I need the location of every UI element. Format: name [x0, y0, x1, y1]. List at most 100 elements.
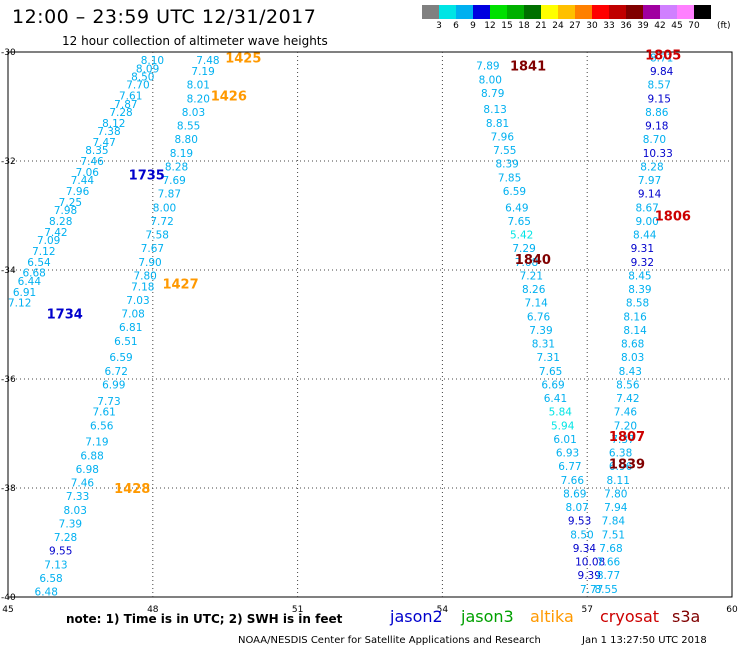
- wave-height-point: 8.55: [594, 584, 617, 596]
- wave-height-point: 8.44: [633, 230, 657, 242]
- wave-height-point: 6.98: [76, 464, 99, 476]
- wave-height-point: 8.81: [486, 118, 509, 130]
- wave-height-point: 7.87: [158, 189, 181, 201]
- wave-height-point: 8.55: [177, 121, 200, 133]
- wave-height-point: 7.70: [126, 80, 149, 92]
- wave-height-point: 8.20: [187, 93, 210, 105]
- wave-height-point: 7.13: [44, 559, 67, 571]
- wave-height-point: 7.28: [109, 107, 132, 119]
- wave-height-point: 6.81: [119, 322, 142, 334]
- wave-height-point: 7.51: [602, 529, 625, 541]
- scale-swatch: [541, 5, 558, 19]
- wave-height-point: 7.44: [71, 175, 95, 187]
- wave-height-point: 7.80: [604, 488, 627, 500]
- wave-height-point: 7.55: [493, 145, 516, 157]
- x-tick-label: 51: [292, 605, 303, 615]
- wave-height-point: 7.65: [508, 216, 531, 228]
- wave-height-point: 7.61: [119, 91, 142, 103]
- wave-height-point: 8.45: [628, 270, 651, 282]
- wave-height-point: 8.28: [640, 161, 663, 173]
- credit-line: NOAA/NESDIS Center for Satellite Applica…: [238, 635, 541, 646]
- scale-swatch: [575, 5, 592, 19]
- wave-height-point: 7.21: [520, 270, 543, 282]
- wave-height-point: 6.01: [553, 434, 576, 446]
- wave-height-point: 8.43: [619, 366, 642, 378]
- wave-height-point: 9.18: [645, 121, 668, 133]
- pass-label: 1734: [47, 308, 83, 323]
- wave-height-point: 7.77: [580, 584, 603, 596]
- wave-height-point: 6.96: [609, 461, 633, 473]
- scale-swatch: [456, 5, 473, 19]
- wave-height-point: 9.00: [635, 216, 658, 228]
- wave-height-point: 8.13: [483, 104, 506, 116]
- scale-label: 12: [484, 21, 496, 31]
- wave-height-point: 7.87: [114, 99, 137, 111]
- scale-label: 42: [654, 21, 666, 31]
- wave-height-point: 8.58: [626, 298, 649, 310]
- wave-height-point: 7.39: [529, 325, 552, 337]
- wave-height-point: 7.66: [561, 475, 585, 487]
- wave-height-point: 7.80: [133, 270, 156, 282]
- wave-height-point: 10.08: [575, 557, 605, 569]
- pass-label: 1807: [609, 430, 645, 445]
- pass-label: 1839: [609, 457, 645, 472]
- wave-height-point: 8.26: [522, 284, 546, 296]
- wave-height-point: 7.69: [162, 175, 185, 187]
- wave-height-point: 7.72: [150, 216, 173, 228]
- wave-height-point: 9.53: [568, 516, 591, 528]
- wave-height-point: 8.03: [621, 352, 644, 364]
- wave-height-point: 7.67: [141, 243, 164, 255]
- wave-height-point: 8.16: [623, 311, 647, 323]
- wave-height-point: 8.71: [650, 52, 673, 64]
- wave-height-point: 7.48: [196, 55, 219, 67]
- wave-height-point: 8.03: [182, 107, 205, 119]
- wave-height-point: 6.99: [102, 379, 125, 391]
- wave-height-point: 7.37: [611, 434, 634, 446]
- scale-swatch: [694, 5, 711, 19]
- scale-label: 18: [518, 21, 530, 31]
- wave-height-point: 8.69: [563, 488, 586, 500]
- wave-height-point: 8.19: [170, 148, 193, 160]
- wave-height-point: 7.94: [604, 502, 628, 514]
- scale-label: 36: [620, 21, 632, 31]
- scale-swatch: [507, 5, 524, 19]
- scale-swatch: [609, 5, 626, 19]
- scale-label: 39: [637, 21, 649, 31]
- pass-label: 1426: [211, 90, 247, 105]
- wave-height-point: 7.42: [44, 227, 67, 239]
- scale-swatch: [677, 5, 694, 19]
- wave-height-point: 8.09: [136, 63, 159, 75]
- wave-height-point: 7.90: [138, 257, 161, 269]
- pass-label: 1840: [515, 253, 551, 268]
- wave-height-point: 7.09: [37, 235, 60, 247]
- wave-height-point: 6.48: [35, 587, 58, 599]
- wave-height-point: 8.31: [532, 339, 555, 351]
- wave-height-point: 7.08: [515, 257, 538, 269]
- scale-swatch: [473, 5, 490, 19]
- wave-height-point: 7.25: [59, 197, 82, 209]
- wave-height-point: 6.49: [505, 202, 528, 214]
- wave-height-point: 7.84: [602, 516, 626, 528]
- legend-jason3: jason3: [461, 607, 514, 626]
- wave-height-point: 6.51: [114, 336, 137, 348]
- wave-height-point: 7.31: [537, 352, 560, 364]
- wave-height-point: 7.03: [126, 295, 149, 307]
- wave-height-point: 7.89: [476, 61, 499, 73]
- wave-height-point: 6.41: [544, 393, 567, 405]
- wave-height-point: 8.07: [565, 502, 588, 514]
- wave-height-point: 8.28: [49, 216, 72, 228]
- wave-height-point: 7.47: [92, 137, 115, 149]
- wave-height-point: 7.38: [97, 126, 120, 138]
- scale-swatch: [592, 5, 609, 19]
- wave-height-point: 6.54: [27, 257, 51, 269]
- wave-height-point: 7.19: [85, 437, 108, 449]
- wave-height-point: 7.98: [54, 205, 77, 217]
- wave-height-point: 7.85: [498, 172, 521, 184]
- wave-height-point: 7.14: [524, 298, 548, 310]
- wave-height-point: 7.33: [66, 491, 89, 503]
- wave-height-point: 9.84: [650, 66, 674, 78]
- wave-height-point: 9.15: [648, 93, 671, 105]
- wave-height-point: 7.08: [121, 309, 144, 321]
- wave-height-point: 7.68: [599, 543, 622, 555]
- footnote: note: 1) Time is in UTC; 2) SWH is in fe…: [66, 612, 343, 626]
